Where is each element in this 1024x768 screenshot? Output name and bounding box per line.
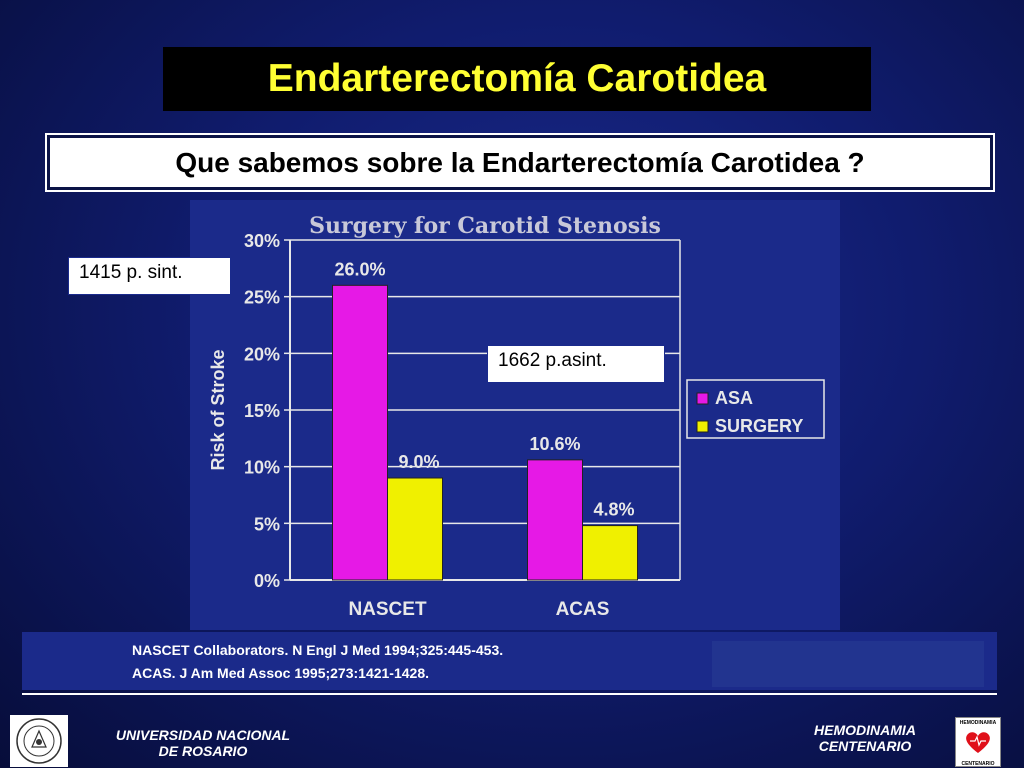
footer-hemodinamia-line1: HEMODINAMIA (814, 722, 916, 738)
bar-surgery-acas (582, 525, 638, 581)
bar-asa-acas (527, 459, 583, 581)
bar-asa-nascet (332, 284, 388, 581)
footer-hemodinamia: HEMODINAMIA CENTENARIO (790, 722, 940, 754)
note-asymptomatic: 1662 p.asint. (487, 345, 665, 383)
bar-surgery-nascet (387, 477, 443, 581)
legend-label-asa: ASA (715, 388, 753, 408)
legend-box (686, 379, 825, 439)
footer-divider (22, 693, 997, 695)
y-tick-label: 15% (244, 401, 280, 421)
references-blank-panel (712, 641, 984, 687)
chart-title: Surgery for Carotid Stenosis (309, 213, 661, 239)
university-seal-logo (10, 715, 68, 767)
y-tick-label: 5% (254, 514, 280, 534)
x-category-label: ACAS (556, 599, 610, 620)
footer-university-line2: DE ROSARIO (158, 743, 248, 759)
slide-title: Endarterectomía Carotidea (267, 57, 767, 100)
footer-university: UNIVERSIDAD NACIONAL DE ROSARIO (88, 727, 318, 759)
legend-label-surgery: SURGERY (715, 416, 803, 436)
y-tick-label: 10% (244, 458, 280, 478)
footer-university-line1: UNIVERSIDAD NACIONAL (115, 727, 291, 743)
reference-nascet: NASCET Collaborators. N Engl J Med 1994;… (132, 642, 504, 658)
stroke-risk-bar-chart: Surgery for Carotid Stenosis 0% 5% 10% 15% 20… (190, 200, 840, 630)
title-banner: Endarterectomía Carotidea (163, 47, 871, 111)
heart-icon (966, 732, 990, 753)
legend-swatch-surgery (696, 420, 709, 433)
legend-swatch-asa (696, 392, 709, 405)
footer-hemodinamia-line2: CENTENARIO (818, 738, 912, 754)
note-symptomatic: 1415 p. sint. (68, 257, 231, 295)
reference-acas: ACAS. J Am Med Assoc 1995;273:1421-1428. (132, 665, 430, 681)
y-axis-label: Risk of Stroke (208, 349, 228, 470)
subtitle-banner: Que sabemos sobre la Endarterectomía Car… (45, 133, 995, 192)
x-category-label: NASCET (348, 599, 427, 620)
y-tick-label: 25% (244, 288, 280, 308)
y-tick-label: 20% (244, 344, 280, 364)
bar-value-label: 10.6% (529, 434, 580, 454)
slide-subtitle: Que sabemos sobre la Endarterectomía Car… (175, 146, 865, 178)
hemodinamia-logo-top-text: HEMODINAMIA (959, 720, 997, 726)
hemodinamia-logo-bottom-text: CENTENARIO (961, 761, 995, 767)
y-tick-label: 0% (254, 571, 280, 591)
y-tick-label: 30% (244, 231, 280, 251)
hemodinamia-logo: HEMODINAMIA CENTENARIO (955, 717, 1001, 767)
bar-value-label: 26.0% (334, 259, 385, 279)
bar-value-label: 4.8% (593, 500, 634, 520)
bar-value-label: 9.0% (398, 452, 439, 472)
